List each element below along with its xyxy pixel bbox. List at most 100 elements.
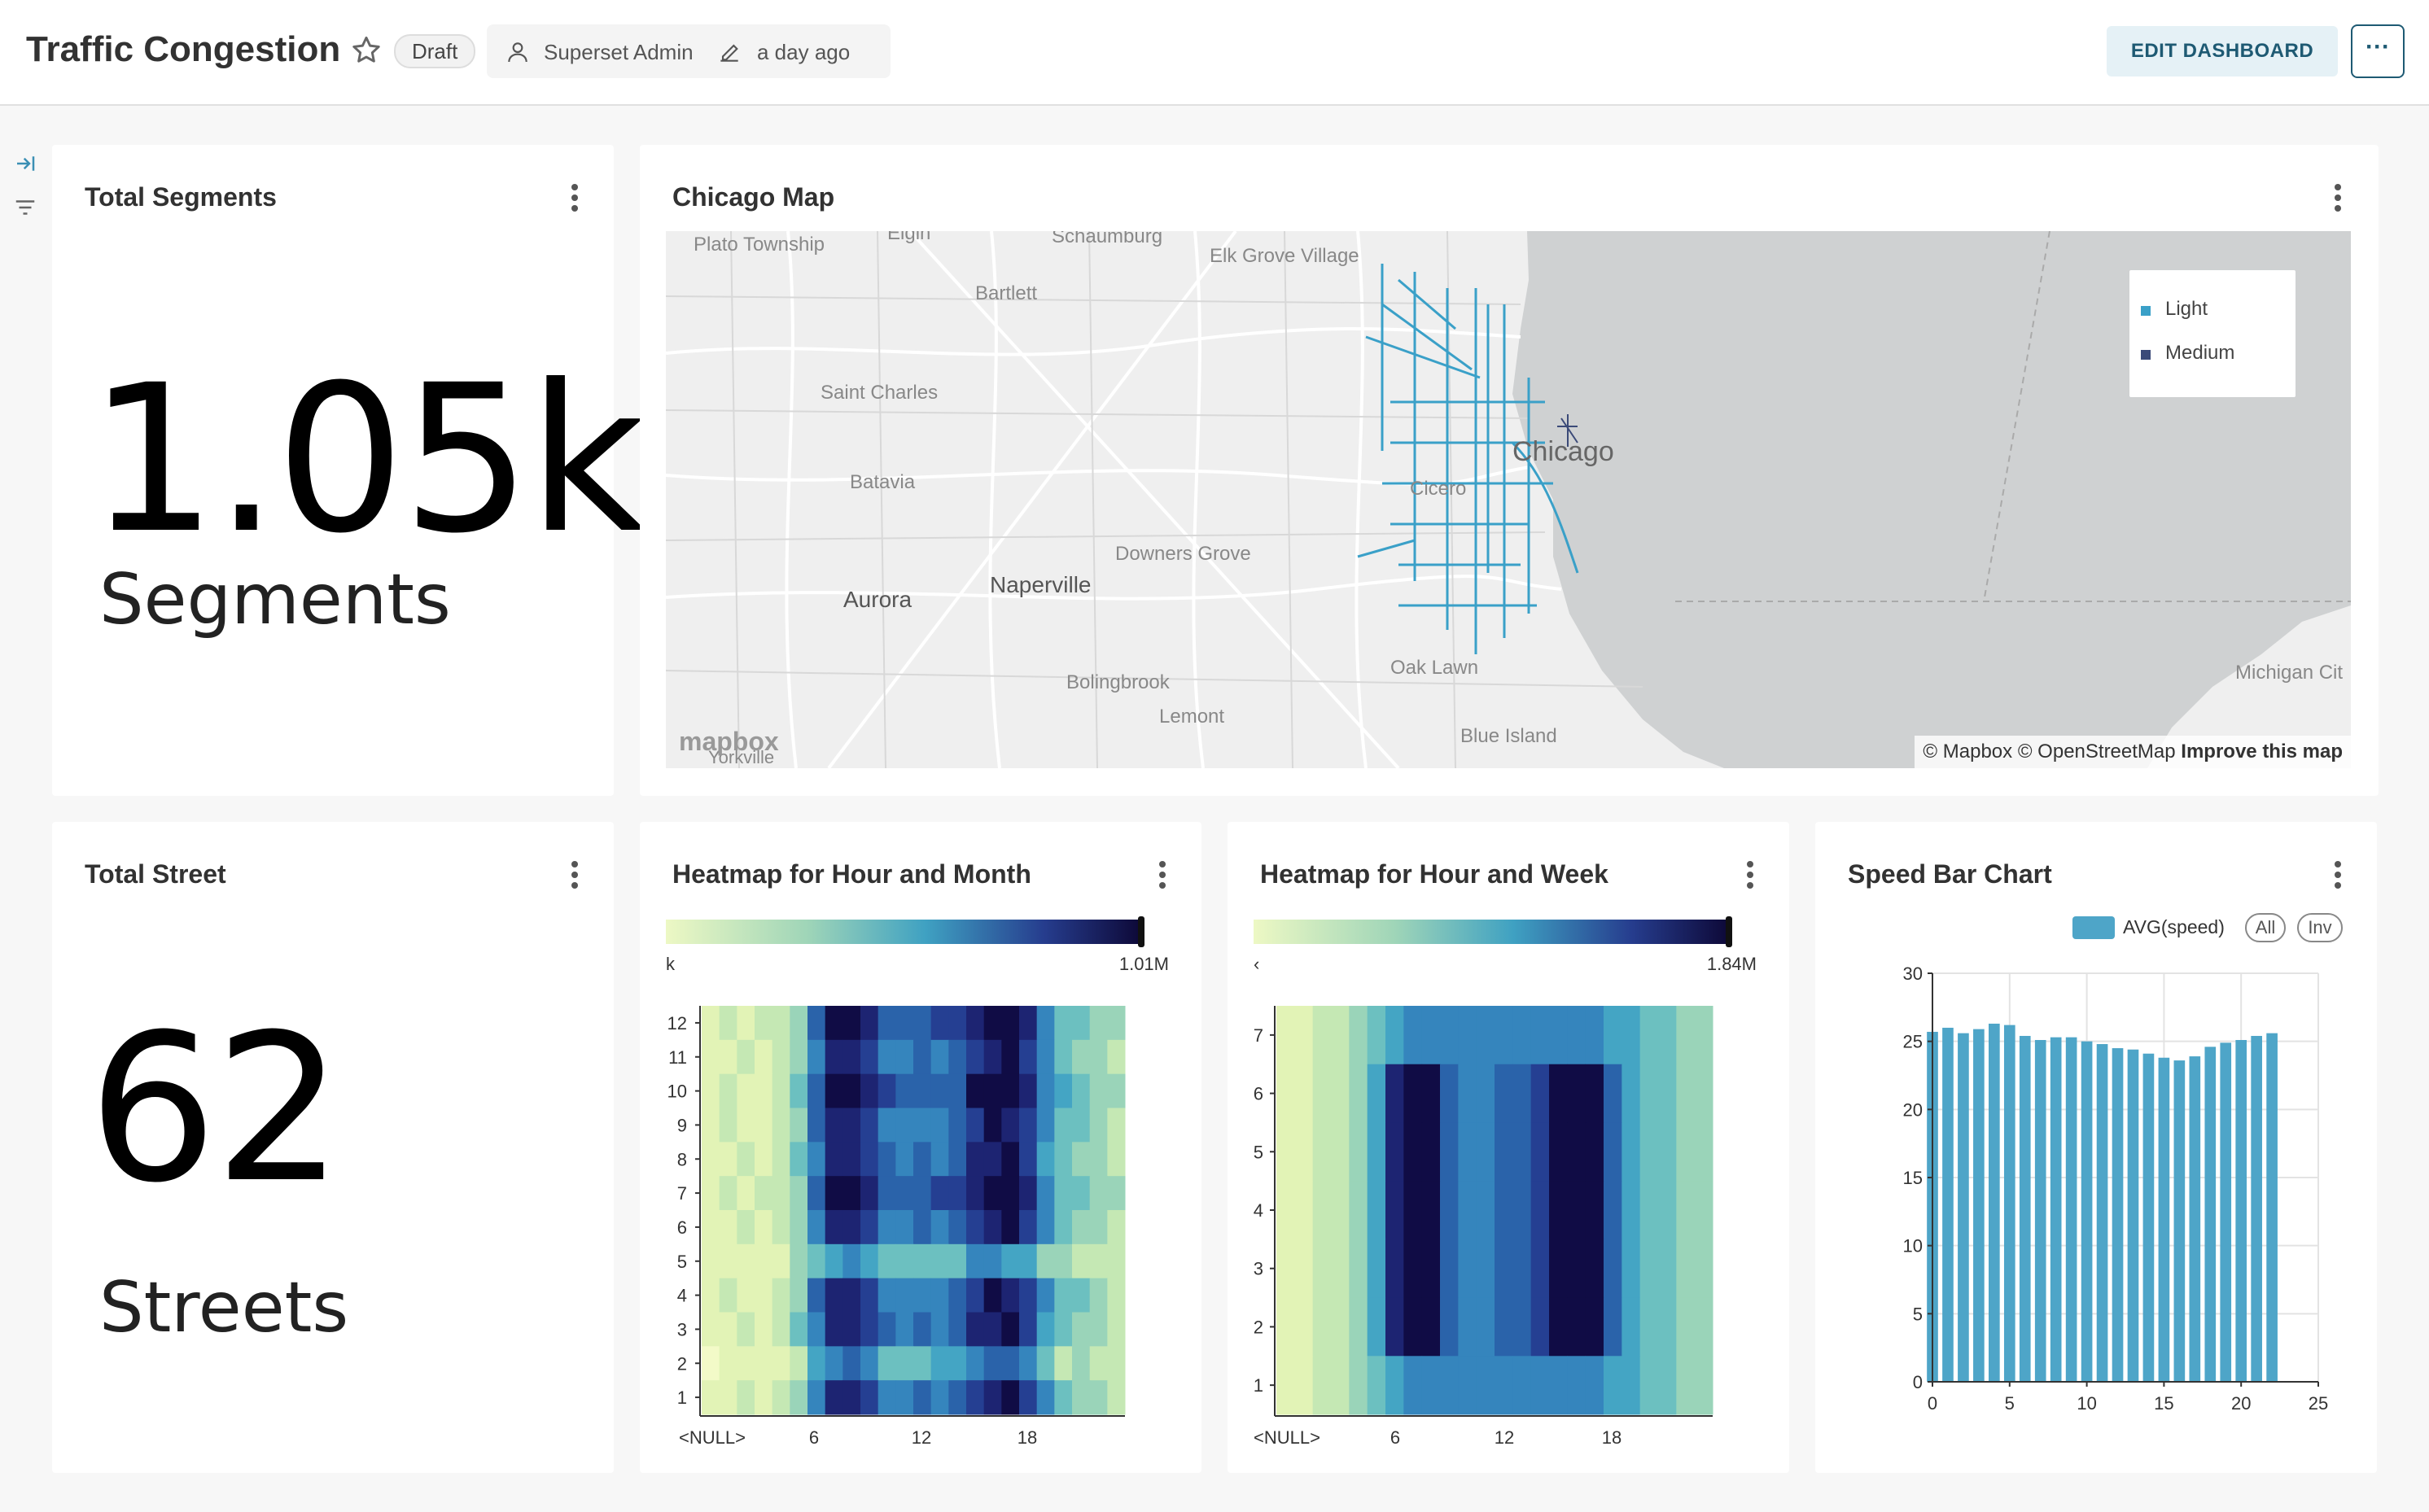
heatmap-cell[interactable] [1036,1243,1055,1279]
heatmap-cell[interactable] [1276,1239,1295,1299]
heatmap-cell[interactable] [878,1380,896,1415]
bar[interactable] [2235,1039,2247,1382]
heatmap-cell[interactable] [860,1380,879,1415]
heatmap-cell[interactable] [895,1073,914,1108]
heatmap-cell[interactable] [755,1380,773,1415]
heatmap-cell[interactable] [702,1243,720,1279]
heatmap-cell[interactable] [719,1243,737,1279]
heatmap-cell[interactable] [1001,1176,1020,1211]
heatmap-cell[interactable] [790,1073,808,1108]
expand-filters-icon[interactable] [13,151,37,176]
heatmap-cell[interactable] [1440,1064,1459,1123]
heatmap-cell[interactable] [913,1312,932,1347]
heatmap-cell[interactable] [983,1142,1002,1177]
heatmap-cell[interactable] [1604,1239,1622,1299]
heatmap-cell[interactable] [948,1380,967,1415]
heatmap-cell[interactable] [755,1108,773,1143]
heatmap-cell[interactable] [1294,1356,1314,1415]
bar[interactable] [2251,1035,2262,1382]
heatmap-cell[interactable] [702,1210,720,1245]
heatmap-cell[interactable] [1072,1210,1091,1245]
bar[interactable] [2189,1056,2201,1382]
heatmap-cell[interactable] [825,1039,843,1075]
heatmap-cell[interactable] [1604,1297,1622,1357]
heatmap-cell[interactable] [1440,1297,1459,1357]
heatmap-cell[interactable] [1658,1181,1677,1240]
heatmap-cell[interactable] [1001,1243,1020,1279]
heatmap-cell[interactable] [825,1108,843,1143]
heatmap-cell[interactable] [1622,1297,1641,1357]
heatmap-cell[interactable] [842,1346,861,1381]
heatmap-cell[interactable] [790,1176,808,1211]
card-menu-icon[interactable] [2330,859,2346,892]
heatmap-cell[interactable] [1036,1210,1055,1245]
heatmap-cell[interactable] [1658,1297,1677,1357]
heatmap-cell[interactable] [1385,1356,1404,1415]
heatmap-cell[interactable] [983,1073,1002,1108]
heatmap-cell[interactable] [842,1380,861,1415]
heatmap-cell[interactable] [790,1278,808,1313]
heatmap-cell[interactable] [1567,1239,1587,1299]
heatmap-cell[interactable] [878,1176,896,1211]
heatmap-cell[interactable] [878,1073,896,1108]
heatmap-cell[interactable] [895,1006,914,1041]
heatmap-cell[interactable] [1107,1210,1126,1245]
heatmap-cell[interactable] [966,1073,985,1108]
card-menu-icon[interactable] [1742,859,1758,892]
bar[interactable] [2112,1048,2124,1382]
heatmap-cell[interactable] [1276,1064,1295,1123]
heatmap-cell[interactable] [807,1243,826,1279]
heatmap-cell[interactable] [1676,1239,1696,1299]
heatmap-cell[interactable] [807,1210,826,1245]
heatmap-cell[interactable] [790,1006,808,1041]
heatmap-cell[interactable] [1294,1064,1314,1123]
heatmap-cell[interactable] [1089,1176,1108,1211]
heatmap-cell[interactable] [1001,1006,1020,1041]
heatmap-cell[interactable] [702,1073,720,1108]
heatmap-cell[interactable] [737,1176,755,1211]
heatmap-cell[interactable] [1276,1122,1295,1182]
legend-item-medium[interactable]: Medium [2141,342,2234,365]
heatmap-cell[interactable] [983,1210,1002,1245]
heatmap-cell[interactable] [807,1039,826,1075]
heatmap-cell[interactable] [1495,1239,1513,1299]
heatmap-cell[interactable] [1676,1356,1696,1415]
heatmap-cell[interactable] [983,1312,1002,1347]
heatmap-cell[interactable] [1367,1006,1386,1065]
heatmap-cell[interactable] [1019,1243,1038,1279]
heatmap-cell[interactable] [755,1176,773,1211]
heatmap-cell[interactable] [790,1312,808,1347]
heatmap-cell[interactable] [1421,1006,1441,1065]
heatmap-cell[interactable] [913,1006,932,1041]
heatmap-cell[interactable] [755,1346,773,1381]
heatmap-cell[interactable] [948,1073,967,1108]
heatmap-cell[interactable] [966,1210,985,1245]
heatmap-cell[interactable] [895,1346,914,1381]
heatmap-cell[interactable] [878,1006,896,1041]
heatmap-cell[interactable] [966,1243,985,1279]
heatmap-cell[interactable] [1512,1181,1532,1240]
heatmap-cell[interactable] [755,1278,773,1313]
heatmap-cell[interactable] [1512,1356,1532,1415]
heatmap-cell[interactable] [702,1380,720,1415]
heatmap-cell[interactable] [1512,1122,1532,1182]
heatmap-cell[interactable] [983,1108,1002,1143]
card-menu-icon[interactable] [567,182,583,215]
heatmap-cell[interactable] [1476,1006,1495,1065]
heatmap-cell[interactable] [913,1278,932,1313]
heatmap-cell[interactable] [825,1142,843,1177]
heatmap-cell[interactable] [737,1039,755,1075]
heatmap-cell[interactable] [966,1176,985,1211]
heatmap-cell[interactable] [1312,1297,1332,1357]
heatmap-cell[interactable] [737,1210,755,1245]
heatmap-cell[interactable] [948,1346,967,1381]
heatmap-cell[interactable] [1036,1312,1055,1347]
heatmap-cell[interactable] [790,1039,808,1075]
heatmap-cell[interactable] [825,1243,843,1279]
heatmap-cell[interactable] [772,1073,790,1108]
heatmap-cell[interactable] [825,1278,843,1313]
heatmap-cell[interactable] [1294,1006,1314,1065]
filter-icon[interactable] [13,195,37,220]
heatmap-cell[interactable] [1331,1122,1350,1182]
heatmap-cell[interactable] [825,1210,843,1245]
